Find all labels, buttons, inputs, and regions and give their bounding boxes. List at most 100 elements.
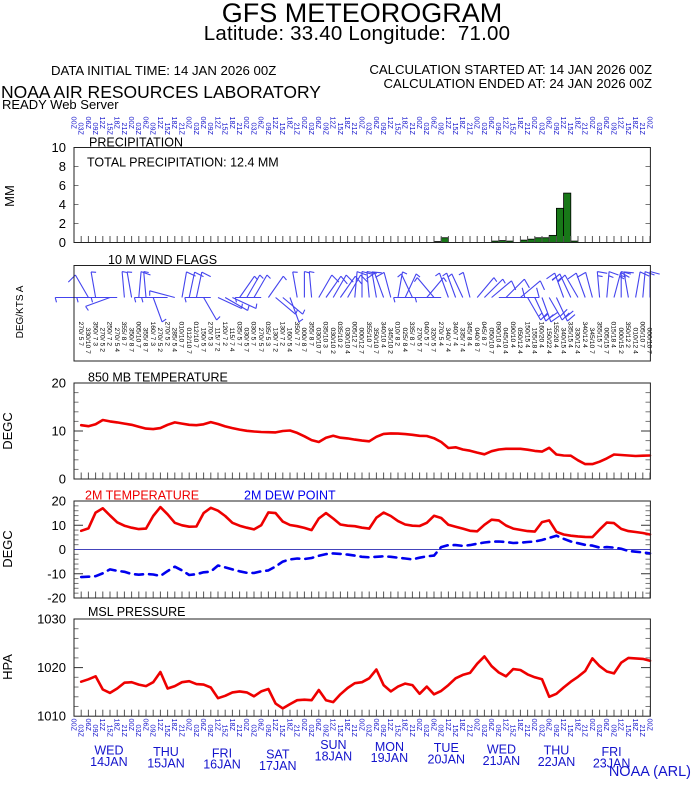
data-initial-time: DATA INITIAL TIME: 14 JAN 2026 00Z [51,63,277,78]
wind-value: 115/ 7 4 [228,328,235,352]
hour-label: 12Z [386,117,395,130]
hour-label: 09Z [321,123,330,136]
hour-label: 18Z [458,719,467,732]
panel-frame [73,382,651,480]
wind-barb [224,297,250,311]
wind-barb [195,271,211,298]
hour-label: 18Z [285,719,294,732]
hour-label: 21Z [638,725,647,738]
wind-barb [217,297,243,309]
y-tick-label: 1030 [37,612,66,627]
wind-barb [635,271,650,298]
hour-label: 06Z [487,719,496,732]
wind-barb [141,296,168,303]
wind-barb [476,277,498,298]
hour-label: 06Z [199,719,208,732]
wind-barb [126,271,133,298]
t2m-line [79,505,652,539]
hour-label: 15Z [278,123,287,136]
y-tick-label: 0 [59,472,66,487]
wind-value: 270/ 5 4 [113,328,120,353]
wind-barb [613,271,630,298]
hour-label: 15Z [221,123,230,136]
panel-frame [73,265,651,362]
wind-value: 355/ 8 7 [142,328,149,353]
wind-value: 160/ 7 3 [149,322,156,347]
wind-value: 355/10 7 [365,322,372,349]
wind-value: 340/10 4 [379,322,386,349]
wind-value: 000/ 8 7 [300,328,307,353]
precip-bar [541,237,550,243]
day-name: WED [487,742,516,756]
y-tick-label: 20 [52,376,66,391]
day-name: FRI [212,746,232,760]
hour-label: 15Z [509,725,518,738]
wind-barb [152,297,167,323]
hour-label: 18Z [228,117,237,130]
wind-barb [308,271,315,298]
wind-value: 345/10 7 [588,328,595,355]
day-date: 19JAN [371,751,409,765]
wind-value: 350/ 7 7 [293,322,300,347]
hour-label: 21Z [581,725,590,738]
hour-label: 21Z [350,725,359,738]
hour-label: 03Z [134,725,143,738]
wind-barb [292,271,298,298]
hour-label: 06Z [257,117,266,130]
wind-barb [143,271,149,298]
hour-label: 12Z [501,719,510,732]
t850-line [79,418,652,466]
day-labels: WED14JANTHU15JANFRI16JANSAT17JANSUN18JAN… [90,738,630,773]
t2m-title: 2M TEMPERATURE [85,489,199,503]
y-tick-label: 8 [59,159,66,174]
hour-label: 09Z [494,123,503,136]
wind-barb [188,271,204,298]
wind-value: 160/ 5 4 [286,328,293,353]
day-name: THU [544,744,570,758]
hour-label: 15Z [278,725,287,738]
hour-label: 06Z [545,719,554,732]
hour-label: 18Z [516,117,525,130]
wind-value: 035/10 3 [322,322,329,349]
hour-label: 12Z [98,719,107,732]
wind-barb [397,271,408,298]
hour-label: 03Z [307,123,316,136]
hour-label: 00Z [300,719,309,732]
hour-label: 03Z [365,123,374,136]
y-tick-label: 1020 [37,660,66,675]
hour-label: 06Z [257,719,266,732]
hour-label: 03Z [595,725,604,738]
day-date: 20JAN [428,753,466,767]
y-tick-label: -20 [47,591,66,606]
hour-label: 03Z [77,725,86,738]
hpa-label: HPA [0,654,15,680]
hour-label: 06Z [487,117,496,130]
wind-barb [491,280,517,298]
hour-label: 03Z [192,123,201,136]
wind-value: 335/ 8 7 [408,322,415,347]
hour-label: 00Z [357,719,366,732]
msl-line [79,655,652,710]
hour-label: 00Z [415,117,424,130]
wind-barb [606,271,619,298]
wind-barb [234,296,262,303]
hour-label: 15Z [221,725,230,738]
wind-value: 050/12 4 [516,328,523,355]
wind-barb [555,297,576,322]
wind-barb [447,273,464,298]
hour-label: 09Z [552,123,561,136]
precip-bar [556,207,565,243]
wind-value: 000/10 7 [646,328,653,355]
hour-label: 21Z [120,725,129,738]
hour-label: 03Z [365,725,374,738]
wind-value: 150/ 5 7 [199,328,206,353]
hour-label: 00Z [300,117,309,130]
hour-label: 06Z [429,719,438,732]
wind-value: 335/ 7 4 [459,328,466,353]
hour-label: 12Z [329,117,338,130]
wind-barb [85,296,111,311]
hour-label: 18Z [573,117,582,130]
hour-label: 15Z [624,123,633,136]
